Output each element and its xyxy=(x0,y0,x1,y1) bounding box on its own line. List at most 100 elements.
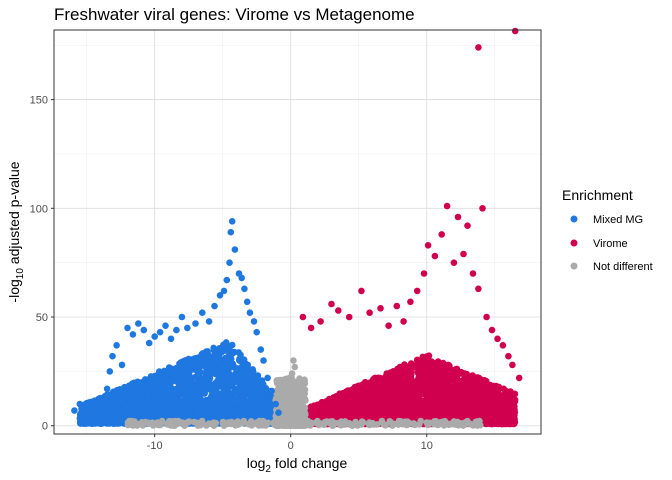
chart-title: Freshwater viral genes: Virome vs Metage… xyxy=(54,5,415,24)
point-mixed-mg xyxy=(244,364,251,371)
point-mixed-mg xyxy=(154,383,162,390)
point-mixed-mg xyxy=(249,366,256,374)
point-mixed-mg xyxy=(140,386,147,394)
point-mixed-mg xyxy=(207,410,214,418)
point-mixed-mg xyxy=(151,390,158,397)
point-mixed-mg xyxy=(166,388,174,396)
point-mixed-mg xyxy=(167,395,174,403)
point-mixed-mg xyxy=(187,378,195,386)
point-mixed-mg xyxy=(251,397,259,404)
point-mixed-mg xyxy=(206,375,214,382)
data-points xyxy=(71,27,523,430)
point-mixed-mg xyxy=(125,382,133,390)
point-mixed-mg xyxy=(118,416,126,423)
point-mixed-mg xyxy=(188,358,195,365)
point-mixed-mg xyxy=(215,375,222,383)
point-mixed-mg xyxy=(127,399,135,406)
point-mixed-mg xyxy=(248,374,256,381)
point-mixed-mg xyxy=(190,392,198,400)
point-mixed-mg xyxy=(156,368,163,375)
point-mixed-mg xyxy=(198,360,206,368)
point-virome xyxy=(403,386,411,394)
point-mixed-mg xyxy=(160,378,168,386)
point-mixed-mg xyxy=(144,391,152,398)
point-mixed-mg xyxy=(105,411,113,419)
point-mixed-mg xyxy=(242,409,249,417)
point-mixed-mg xyxy=(236,356,243,364)
point-mixed-mg xyxy=(228,399,235,406)
point-mixed-mg xyxy=(112,418,119,426)
point-mixed-mg xyxy=(89,398,97,405)
point-mixed-mg xyxy=(175,381,183,389)
point-mixed-mg xyxy=(106,417,114,424)
point-mixed-mg xyxy=(216,367,224,374)
point-mixed-mg xyxy=(262,411,270,419)
point-mixed-mg xyxy=(194,356,202,364)
point-mixed-mg xyxy=(206,386,214,393)
point-mixed-mg xyxy=(208,370,215,377)
point-mixed-mg xyxy=(202,370,210,378)
point-mixed-mg xyxy=(216,392,223,400)
point-mixed-mg xyxy=(159,396,167,403)
point-mixed-mg xyxy=(199,350,206,357)
point-mixed-mg xyxy=(169,368,177,376)
point-mixed-mg xyxy=(126,408,133,416)
point-mixed-mg xyxy=(197,395,204,403)
point-mixed-mg xyxy=(263,397,271,404)
point-mixed-mg xyxy=(111,396,118,404)
point-mixed-mg xyxy=(168,377,176,384)
point-virome xyxy=(500,385,508,393)
point-mixed-mg xyxy=(255,404,262,412)
point-mixed-mg xyxy=(182,357,189,364)
point-mixed-mg xyxy=(226,372,233,379)
point-mixed-mg xyxy=(194,372,202,380)
point-mixed-mg xyxy=(118,398,125,406)
point-mixed-mg xyxy=(177,403,185,410)
point-mixed-mg xyxy=(177,362,184,370)
point-mixed-mg xyxy=(231,389,238,397)
point-mixed-mg xyxy=(99,416,107,423)
point-virome xyxy=(415,357,422,365)
point-mixed-mg xyxy=(133,401,141,409)
point-mixed-mg xyxy=(152,412,159,419)
point-virome xyxy=(449,395,457,403)
point-mixed-mg xyxy=(198,402,206,409)
point-mixed-mg xyxy=(234,365,242,372)
point-virome xyxy=(330,394,337,401)
point-mixed-mg xyxy=(240,385,248,393)
point-mixed-mg xyxy=(223,358,230,366)
point-mixed-mg xyxy=(198,379,206,387)
point-mixed-mg xyxy=(227,406,234,414)
point-mixed-mg xyxy=(101,406,108,413)
point-mixed-mg xyxy=(256,393,264,401)
point-mixed-mg xyxy=(151,375,159,383)
point-mixed-mg xyxy=(138,391,146,399)
point-mixed-mg xyxy=(114,403,121,411)
point-mixed-mg xyxy=(190,385,197,393)
point-mixed-mg xyxy=(200,390,207,397)
point-mixed-mg xyxy=(204,380,211,388)
point-mixed-mg xyxy=(239,394,246,401)
point-mixed-mg xyxy=(171,405,178,413)
point-mixed-mg xyxy=(220,387,228,395)
point-mixed-mg xyxy=(80,416,88,424)
point-mixed-mg xyxy=(150,405,158,413)
point-mixed-mg xyxy=(187,401,195,409)
point-mixed-mg xyxy=(224,342,232,350)
point-mixed-mg xyxy=(133,380,140,387)
point-mixed-mg xyxy=(249,402,256,410)
point-mixed-mg xyxy=(222,398,230,406)
point-mixed-mg xyxy=(182,367,190,375)
point-virome xyxy=(424,377,431,384)
point-mixed-mg xyxy=(219,371,227,379)
point-mixed-mg xyxy=(194,410,201,417)
point-mixed-mg xyxy=(173,397,181,404)
point-mixed-mg xyxy=(104,391,111,398)
point-mixed-mg xyxy=(224,377,232,385)
point-mixed-mg xyxy=(213,352,221,359)
point-virome xyxy=(448,383,455,391)
point-mixed-mg xyxy=(208,394,215,402)
point-mixed-mg xyxy=(210,401,218,408)
point-mixed-mg xyxy=(252,381,259,389)
